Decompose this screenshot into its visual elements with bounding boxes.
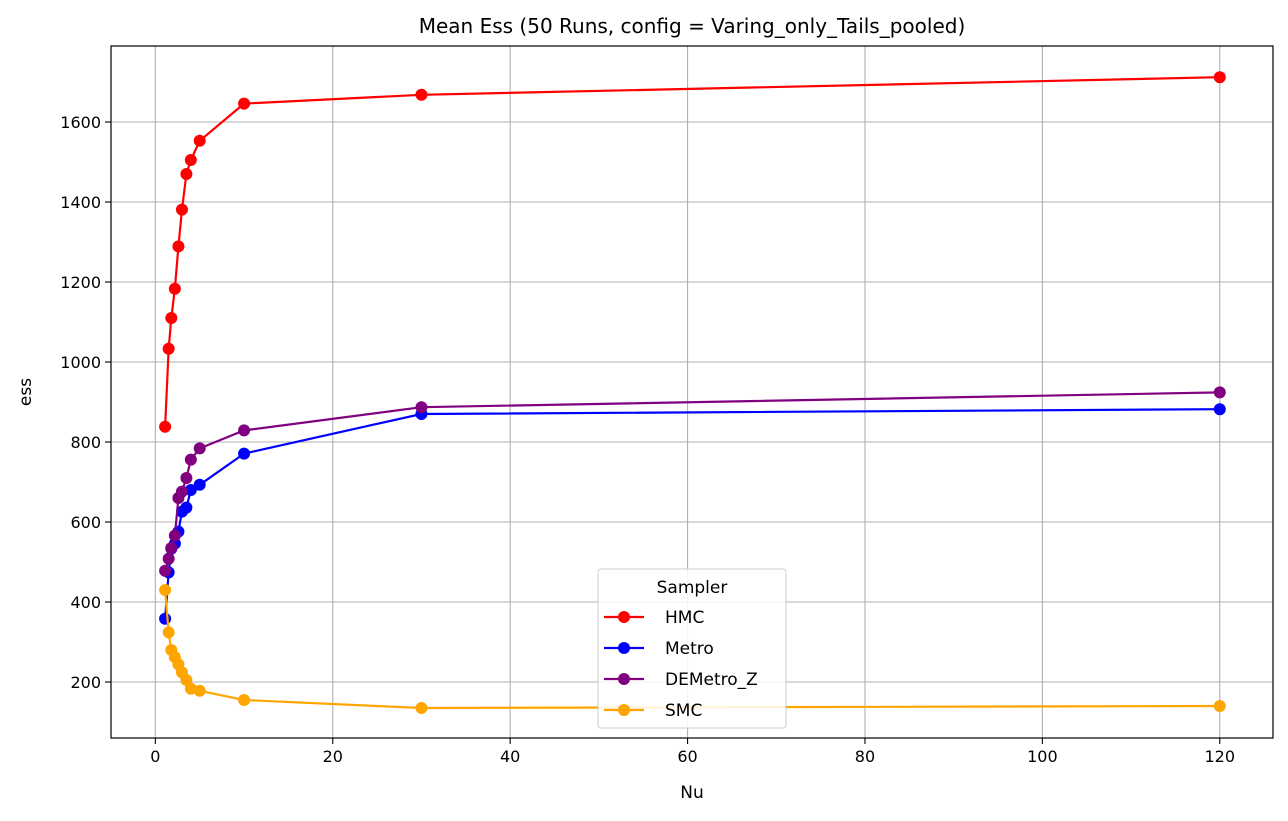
- plot-frame: [110, 45, 1274, 739]
- legend-label: HMC: [665, 608, 704, 628]
- legend-label: DEMetro_Z: [665, 670, 758, 690]
- data-point: [159, 612, 172, 625]
- legend-entry: SMC: [604, 701, 702, 721]
- data-point: [1213, 403, 1226, 416]
- y-axis-label: ess: [16, 378, 36, 406]
- data-point: [162, 626, 175, 639]
- x-axis-label: Nu: [680, 783, 704, 803]
- x-tick-label: 100: [1027, 747, 1058, 766]
- data-point: [180, 501, 193, 514]
- y-tick-label: 400: [70, 593, 101, 612]
- data-point: [162, 552, 175, 565]
- legend-swatch-marker: [618, 642, 630, 654]
- data-point: [415, 702, 428, 714]
- data-point: [180, 168, 193, 180]
- x-tick-label: 0: [150, 747, 160, 766]
- data-point: [1213, 700, 1226, 712]
- x-tick-label: 80: [855, 747, 875, 766]
- x-tick-label: 120: [1205, 747, 1236, 766]
- data-point: [415, 401, 428, 414]
- series-layer: [159, 71, 1226, 714]
- legend-box: [597, 568, 787, 729]
- data-point: [159, 420, 172, 433]
- series-demetro-z: [159, 386, 1226, 577]
- chart-title: Mean Ess (50 Runs, config = Varing_only_…: [419, 14, 966, 38]
- data-point: [415, 88, 428, 101]
- grid-layer: [111, 46, 1273, 738]
- data-point: [175, 203, 188, 216]
- data-point: [165, 312, 178, 324]
- data-point: [193, 478, 206, 491]
- data-point: [238, 97, 251, 110]
- data-point: [238, 694, 251, 706]
- x-tick-label: 40: [500, 747, 520, 766]
- tick-layer: 0 20 40 60 80 100 120 200 400 600 800 1000 1200 1400 1…: [60, 113, 1235, 766]
- y-tick-label: 800: [70, 433, 101, 452]
- y-tick-label: 1000: [60, 353, 101, 372]
- data-point: [1213, 386, 1226, 399]
- y-tick-label: 600: [70, 513, 101, 532]
- data-point: [238, 447, 251, 460]
- data-point: [159, 584, 172, 596]
- legend-swatch-marker: [618, 704, 630, 716]
- legend-label: SMC: [665, 701, 702, 721]
- data-point: [168, 282, 181, 295]
- data-point: [168, 529, 181, 542]
- y-tick-label: 1200: [60, 273, 101, 292]
- data-point: [159, 564, 172, 577]
- legend-swatch-marker: [618, 611, 630, 623]
- legend-title: Sampler: [657, 578, 728, 598]
- data-point: [184, 453, 197, 466]
- series-smc: [159, 584, 1226, 714]
- data-point: [184, 484, 197, 496]
- legend: Sampler HMC Metro DEMetro_Z SMC: [597, 568, 787, 729]
- legend-entry: Metro: [604, 639, 714, 659]
- data-point: [1213, 71, 1226, 84]
- data-point: [238, 424, 251, 437]
- y-tick-label: 1600: [60, 113, 101, 132]
- x-tick-label: 20: [323, 747, 343, 766]
- data-point: [184, 154, 197, 166]
- legend-entries: HMC Metro DEMetro_Z SMC: [604, 608, 758, 721]
- legend-swatch-marker: [618, 673, 630, 685]
- data-point: [165, 542, 178, 554]
- data-point: [172, 240, 185, 253]
- data-point: [193, 442, 206, 455]
- legend-label: Metro: [665, 639, 714, 659]
- y-tick-label: 1400: [60, 193, 101, 212]
- x-tick-label: 60: [677, 747, 697, 766]
- legend-entry: DEMetro_Z: [604, 670, 758, 690]
- legend-entry: HMC: [604, 608, 704, 628]
- data-point: [193, 134, 206, 147]
- data-point: [193, 684, 206, 697]
- series-hmc: [159, 71, 1226, 433]
- data-point: [175, 485, 188, 498]
- data-point: [162, 342, 175, 355]
- y-tick-label: 200: [70, 673, 101, 692]
- data-point: [180, 472, 193, 484]
